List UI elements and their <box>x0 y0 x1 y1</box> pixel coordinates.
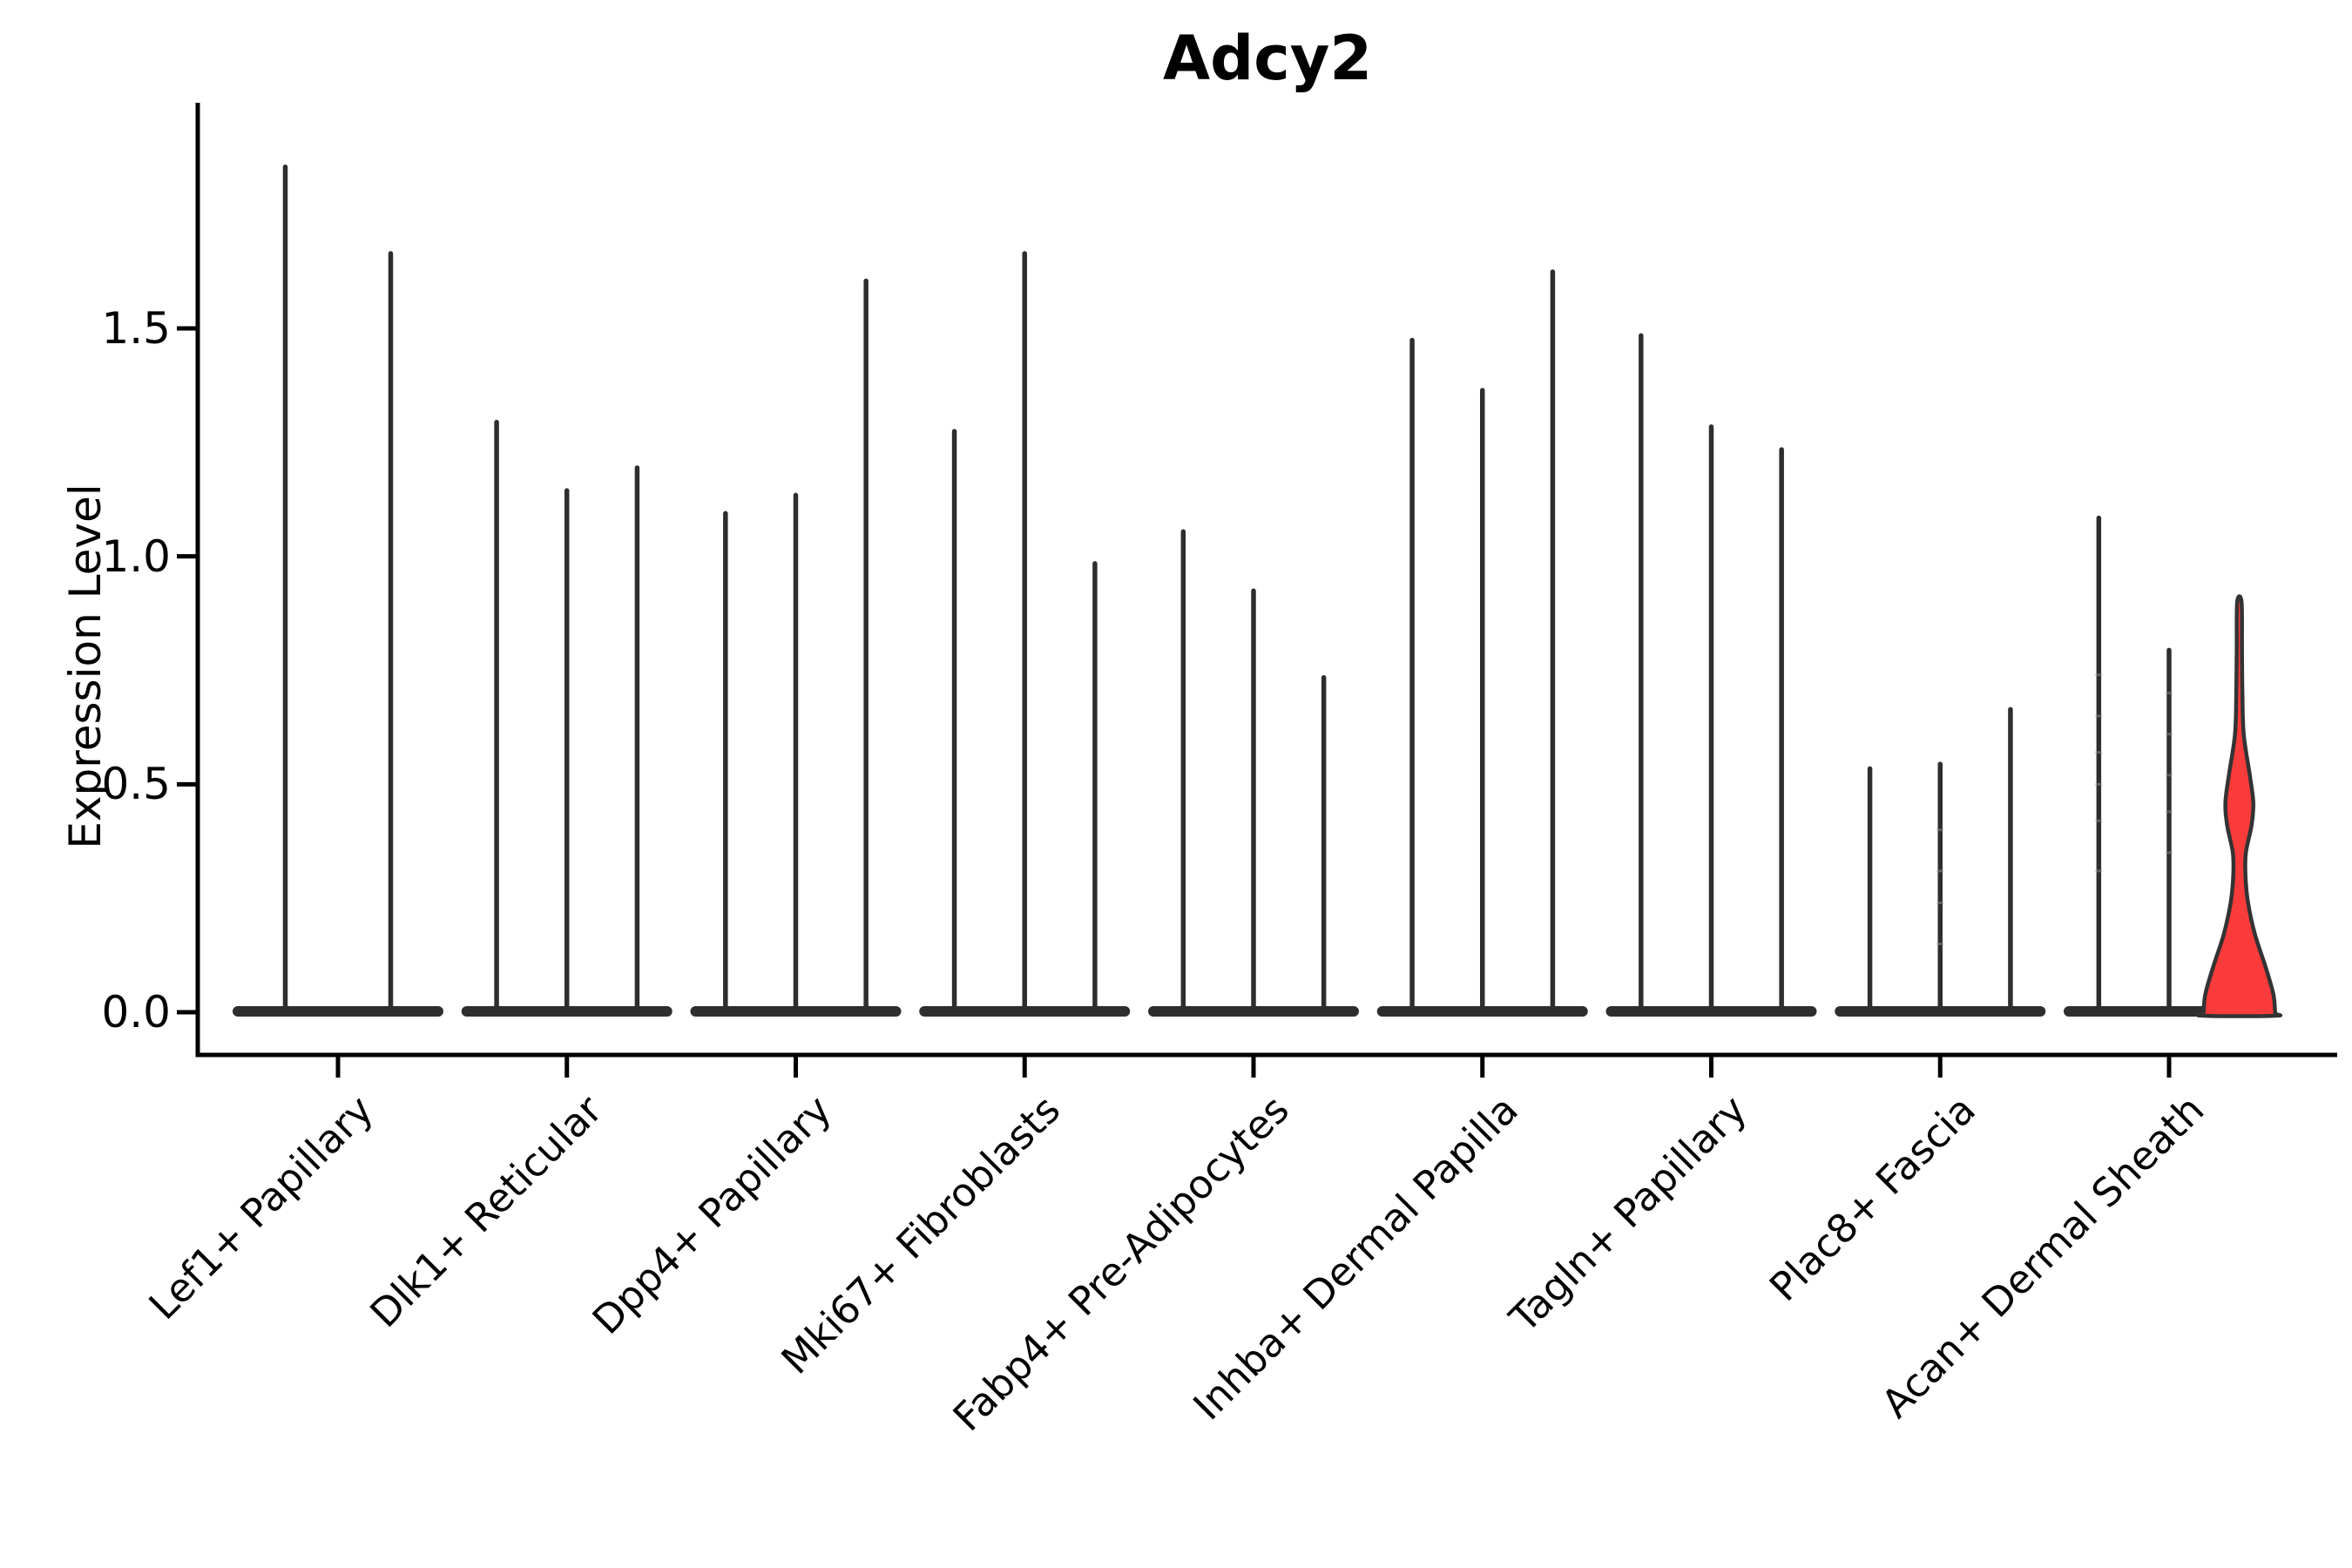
y-tick-label: 1.5 <box>101 303 171 354</box>
data-point-mark <box>1936 901 1944 904</box>
y-tick-label: 1.0 <box>101 531 171 582</box>
data-point-mark <box>2095 751 2103 754</box>
violin-baseline <box>1148 1006 1359 1017</box>
data-point-mark <box>2166 774 2173 777</box>
violin-baseline <box>1376 1006 1588 1017</box>
violin-highlight <box>2196 594 2283 1018</box>
data-point-mark <box>2166 810 2173 814</box>
violin-baseline <box>461 1006 672 1017</box>
violin-baseline <box>690 1006 902 1017</box>
violin-baseline <box>1835 1006 2046 1017</box>
data-point-mark <box>2166 851 2173 855</box>
plot-title: Adcy2 <box>1162 23 1373 94</box>
data-point-mark <box>2095 782 2103 786</box>
data-point-mark <box>2166 733 2173 736</box>
y-tick-label: 0.5 <box>101 759 171 810</box>
data-point-mark <box>2095 673 2103 677</box>
data-point-mark <box>2166 692 2173 695</box>
violin-baseline <box>1605 1006 1817 1017</box>
data-point-mark <box>1936 828 1944 832</box>
data-point-mark <box>2095 819 2103 822</box>
data-point-mark <box>1936 943 1944 946</box>
violin-baseline <box>233 1006 443 1017</box>
y-tick-label: 0.0 <box>101 987 171 1037</box>
data-point-mark <box>1936 869 1944 873</box>
data-point-mark <box>2095 869 2103 873</box>
data-point-mark <box>2095 714 2103 718</box>
violin-baseline <box>919 1006 1131 1017</box>
